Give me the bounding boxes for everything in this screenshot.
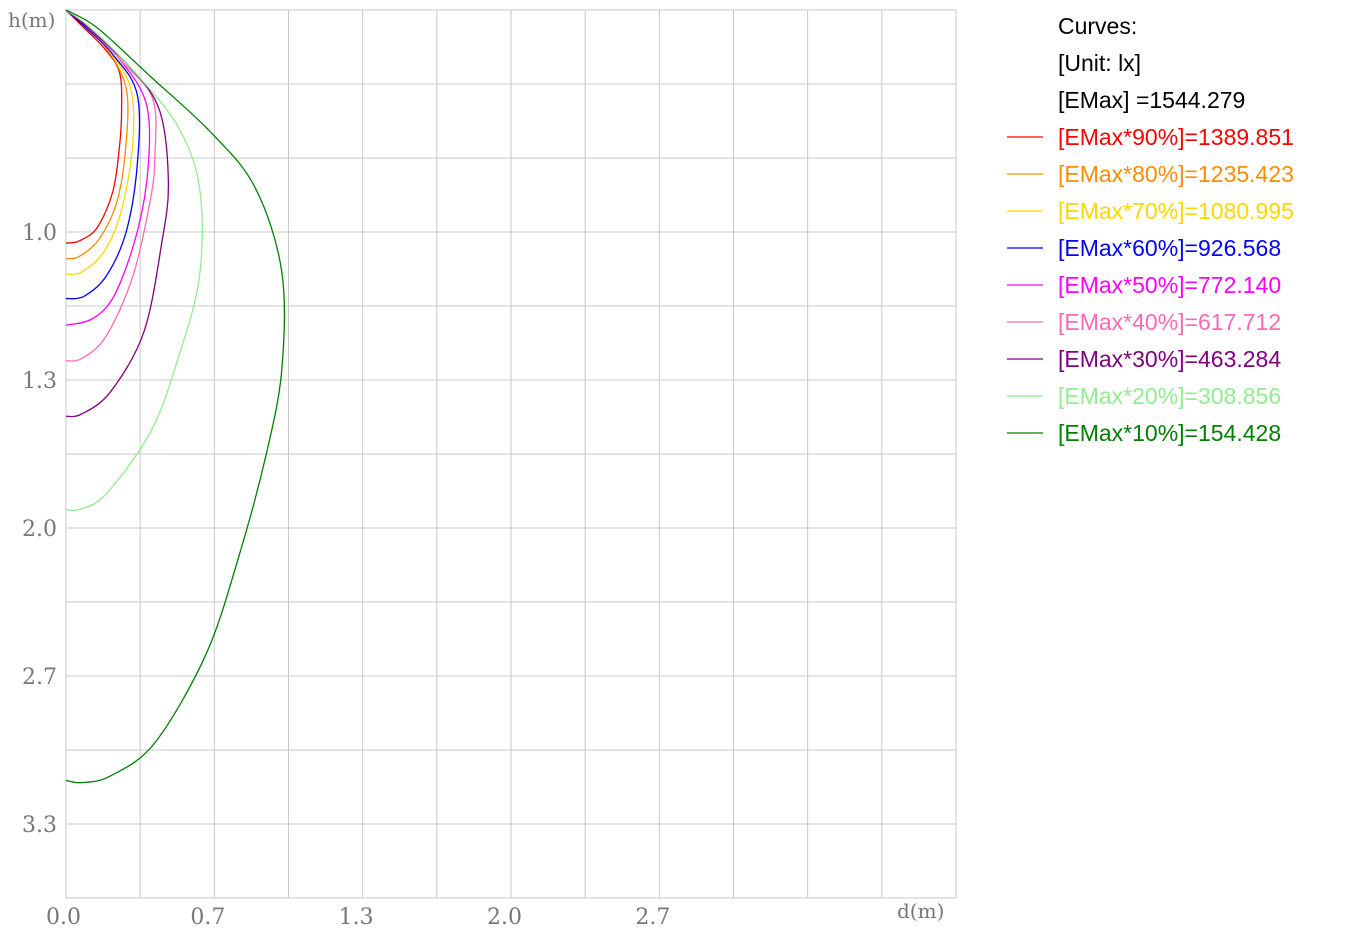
curve-series-1	[65, 9, 123, 244]
curve-series-4	[65, 9, 141, 300]
legend-entry: [EMax*60%]=926.568	[1058, 235, 1281, 261]
curve-series-7	[65, 9, 170, 418]
x-axis-label: d(m)	[897, 899, 944, 923]
x-tick-label: 0.7	[190, 905, 225, 930]
legend-entry: [EMax*80%]=1235.423	[1058, 161, 1294, 187]
legend-emax: [EMax] =1544.279	[1058, 87, 1245, 113]
curve-series-6	[65, 9, 157, 362]
x-tick-label: 2.7	[635, 905, 670, 930]
x-tick-label: 0.0	[46, 905, 81, 930]
legend-entry: [EMax*30%]=463.284	[1058, 346, 1281, 372]
curves	[65, 9, 286, 784]
x-tick-label: 2.0	[487, 905, 522, 930]
y-axis-label: h(m)	[8, 8, 55, 32]
legend-entry: [EMax*90%]=1389.851	[1058, 124, 1294, 150]
grid	[65, 9, 957, 899]
legend-entry: [EMax*50%]=772.140	[1058, 272, 1281, 298]
x-tick-label: 1.3	[339, 905, 374, 930]
legend-title: Curves:	[1058, 13, 1137, 39]
legend-entry: [EMax*40%]=617.712	[1058, 309, 1281, 335]
legend-entry: [EMax*70%]=1080.995	[1058, 198, 1294, 224]
y-tick-label: 1.3	[22, 369, 57, 394]
y-tick-label: 1.0	[22, 221, 57, 246]
legend-entry: [EMax*20%]=308.856	[1058, 383, 1281, 409]
curve-series-8	[65, 9, 203, 512]
curve-series-3	[65, 9, 135, 275]
y-tick-label: 2.7	[22, 665, 57, 690]
curve-series-9	[65, 9, 286, 784]
legend: Curves: [Unit: lx] [EMax] =1544.279 [EMax*9…	[1007, 13, 1294, 446]
tick-labels: 0.0 0.7 1.3 2.0 2.7 1.0 1.3 2.0 2.7 3.3	[22, 221, 670, 930]
legend-unit: [Unit: lx]	[1058, 50, 1141, 76]
legend-entry: [EMax*10%]=154.428	[1058, 420, 1281, 446]
y-tick-label: 2.0	[22, 517, 57, 542]
y-tick-label: 3.3	[22, 813, 57, 838]
